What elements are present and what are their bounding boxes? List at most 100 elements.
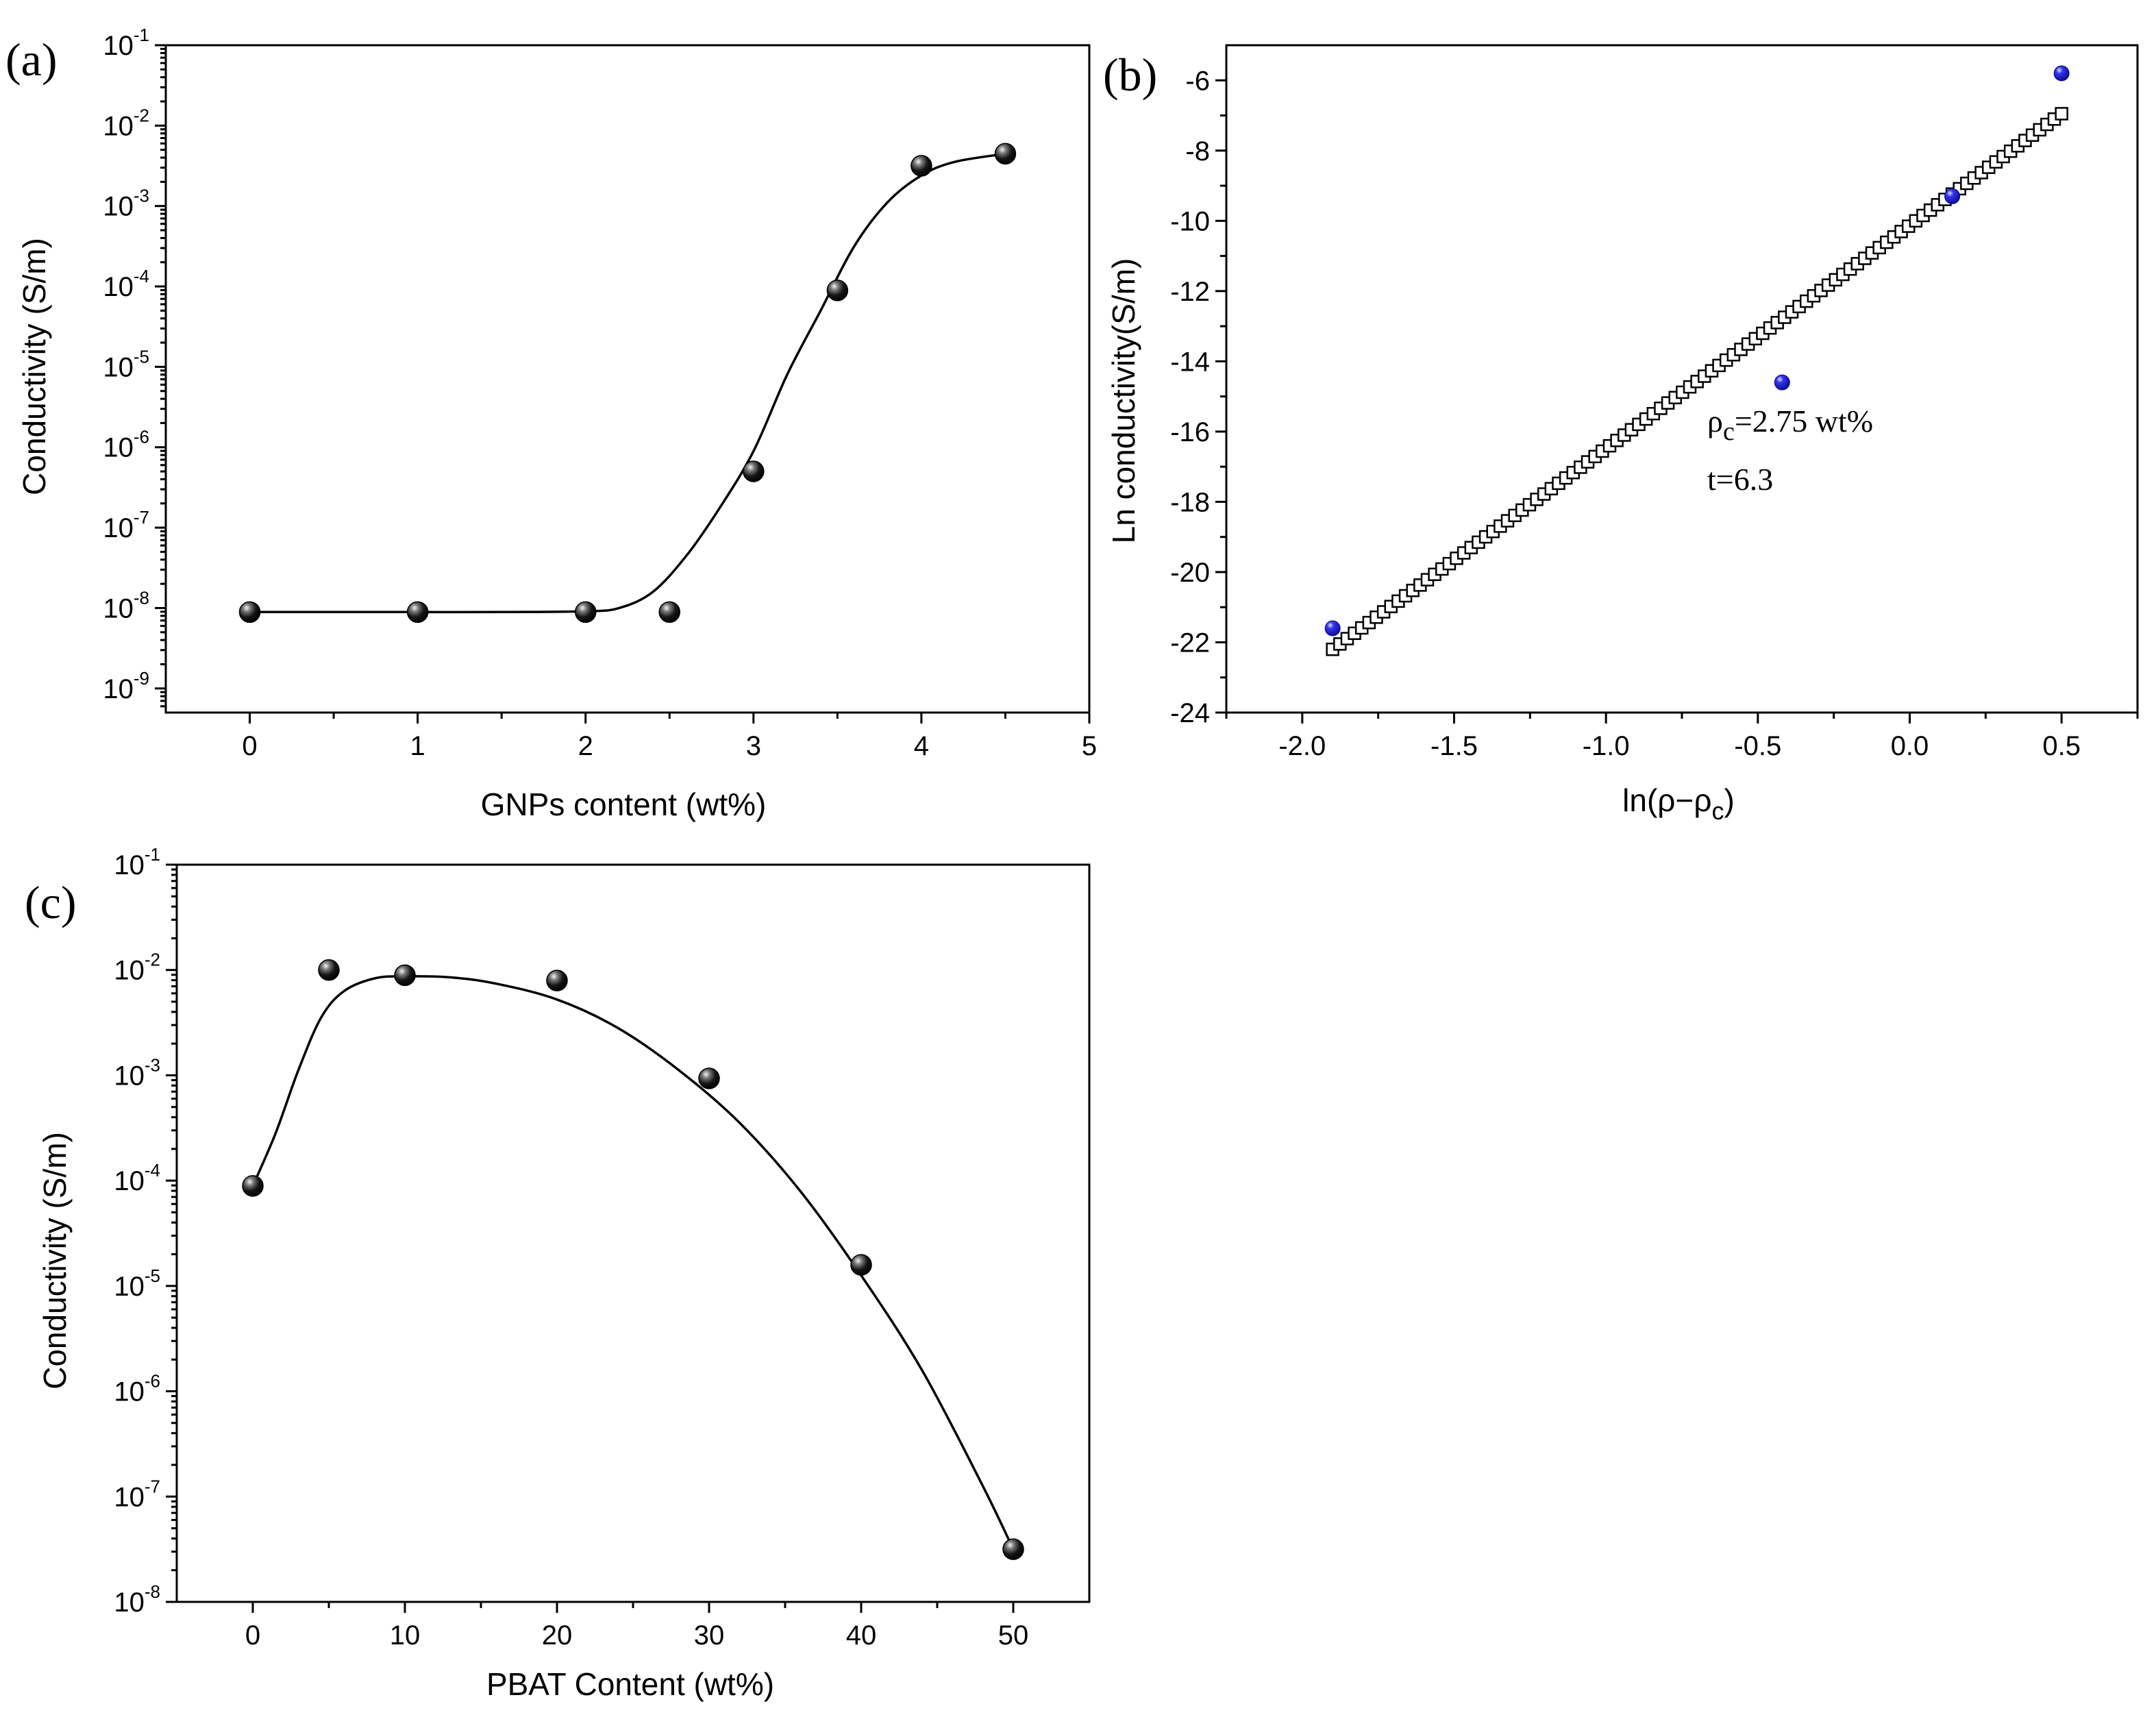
b-y-tick-labels: -24 -22 -20 -18 -16 -14 -12 -10 -8 -6 [1170, 66, 1210, 728]
a-data-point [574, 601, 597, 623]
a-y-tick-label: 10-9 [103, 668, 149, 704]
c-fit-layer [251, 975, 1015, 1550]
a-y-tick-base: 10 [103, 192, 134, 222]
c-data-point [394, 964, 416, 987]
b-data-point [1324, 620, 1341, 637]
c-y-tick-exp: -3 [145, 1054, 160, 1075]
a-y-tick-label: 10-4 [103, 266, 149, 302]
a-y-tick-exp: -9 [134, 668, 149, 689]
a-y-axis-title: Conductivity (S/m) [16, 238, 52, 495]
b-points-layer [1324, 65, 2070, 637]
c-y-tick-exp: -2 [145, 950, 160, 970]
b-y-tick-label: -22 [1170, 628, 1210, 658]
a-y-tick-exp: -4 [134, 266, 149, 286]
a-y-tick-label: 10-7 [103, 507, 149, 543]
b-x-tick-label: 0.0 [1891, 731, 1929, 761]
b-fit-square [2055, 107, 2068, 121]
c-x-tick-labels: 0 10 20 30 40 50 [245, 1620, 1028, 1651]
c-data-point [242, 1175, 264, 1197]
a-y-tick-base: 10 [103, 111, 134, 141]
c-y-axis-title: Conductivity (S/m) [37, 1132, 73, 1389]
c-y-tick-label: 10-1 [114, 844, 160, 880]
b-plot-frame [1225, 44, 2139, 714]
b-x-axis-title-close: ) [1724, 782, 1735, 818]
b-rho-sub: c [1723, 417, 1735, 446]
b-x-axis-title: ln(ρ−ρc) [1622, 782, 1735, 825]
c-x-tick-label: 40 [846, 1620, 877, 1651]
c-y-tick-exp: -8 [145, 1581, 160, 1602]
b-x-axis-title-main: ln(ρ−ρ [1622, 782, 1711, 818]
chart-b: (b) -24 -22 -20 -18 -16 -14 -12 -10 -8 -6 -2.0 -1.… [1103, 44, 2139, 825]
a-y-tick-exp: -8 [134, 587, 149, 608]
c-fit-curve [251, 975, 1015, 1550]
c-y-tick-exp: -4 [145, 1160, 160, 1181]
c-x-tick-label: 10 [390, 1620, 421, 1651]
chart-a: (a) 10-910-810-710-610-510-410-310-210-1… [5, 25, 1097, 822]
a-x-tick-label: 2 [578, 731, 593, 761]
a-y-tick-exp: -7 [134, 507, 149, 528]
a-y-tick-label: 10-8 [103, 587, 149, 623]
a-x-tick-label: 3 [746, 731, 761, 761]
c-y-tick-base: 10 [114, 1377, 145, 1407]
a-fit-layer [249, 152, 1006, 614]
c-x-tick-label: 20 [542, 1620, 573, 1651]
c-y-tick-label: 10-4 [114, 1160, 160, 1196]
b-y-tick-label: -20 [1170, 558, 1210, 588]
c-data-point [1002, 1538, 1024, 1560]
c-y-tick-base: 10 [114, 1482, 145, 1512]
c-y-tick-label: 10-6 [114, 1371, 160, 1407]
a-y-tick-exp: -3 [134, 186, 149, 206]
a-data-point [910, 155, 932, 177]
c-data-point [850, 1254, 872, 1276]
a-x-tick-label: 4 [914, 731, 929, 761]
a-y-tick-base: 10 [103, 593, 134, 623]
c-y-tick-base: 10 [114, 1166, 145, 1196]
b-t-annotation: t=6.3 [1707, 462, 1773, 497]
a-y-tick-exp: -2 [134, 105, 149, 125]
b-rho-symbol: ρ [1707, 404, 1723, 438]
a-y-tick-exp: -5 [134, 346, 149, 367]
a-y-tick-exp: -6 [134, 427, 149, 447]
c-y-tick-base: 10 [114, 1588, 145, 1618]
c-ticks [166, 863, 1015, 1613]
panel-c-label: (c) [25, 876, 76, 928]
c-points-layer [242, 959, 1024, 1560]
b-data-point [1774, 374, 1790, 391]
a-data-point [743, 460, 765, 482]
c-plot-frame [175, 863, 1091, 1603]
a-y-tick-labels: 10-910-810-710-610-510-410-310-210-1 [103, 25, 149, 704]
b-x-tick-label: -1.0 [1583, 731, 1630, 761]
c-y-tick-base: 10 [114, 956, 145, 986]
c-y-tick-label: 10-3 [114, 1054, 160, 1091]
b-y-tick-label: -16 [1170, 417, 1210, 447]
c-y-tick-exp: -7 [145, 1476, 160, 1496]
a-y-tick-base: 10 [103, 674, 134, 704]
a-y-tick-label: 10-2 [103, 105, 149, 141]
b-fit-layer [1326, 107, 2068, 656]
a-fit-curve [249, 152, 1006, 614]
chart-c: (c) 10-810-710-610-510-410-310-210-1 0 10… [25, 844, 1091, 1702]
c-data-point [318, 959, 340, 981]
a-data-point [994, 143, 1017, 165]
a-data-point [658, 601, 681, 623]
c-y-tick-exp: -5 [145, 1265, 160, 1286]
c-data-point [546, 969, 568, 991]
a-points-layer [238, 143, 1017, 623]
a-y-tick-base: 10 [103, 513, 134, 543]
b-y-tick-label: -18 [1170, 487, 1210, 517]
c-y-tick-label: 10-5 [114, 1265, 160, 1302]
b-x-tick-label: -0.5 [1734, 731, 1781, 761]
a-y-tick-base: 10 [103, 433, 134, 463]
b-y-tick-label: -10 [1170, 206, 1210, 236]
panel-a-label: (a) [5, 34, 57, 86]
a-data-point [238, 601, 261, 623]
c-y-tick-base: 10 [114, 1272, 145, 1302]
b-data-point [1944, 188, 1961, 204]
c-y-tick-label: 10-7 [114, 1476, 160, 1512]
c-y-tick-base: 10 [114, 850, 145, 880]
c-x-tick-label: 30 [694, 1620, 725, 1651]
b-x-tick-label: -1.5 [1430, 731, 1478, 761]
c-y-tick-exp: -6 [145, 1371, 160, 1392]
b-y-axis-title: Ln conductivity(S/m) [1106, 258, 1141, 544]
